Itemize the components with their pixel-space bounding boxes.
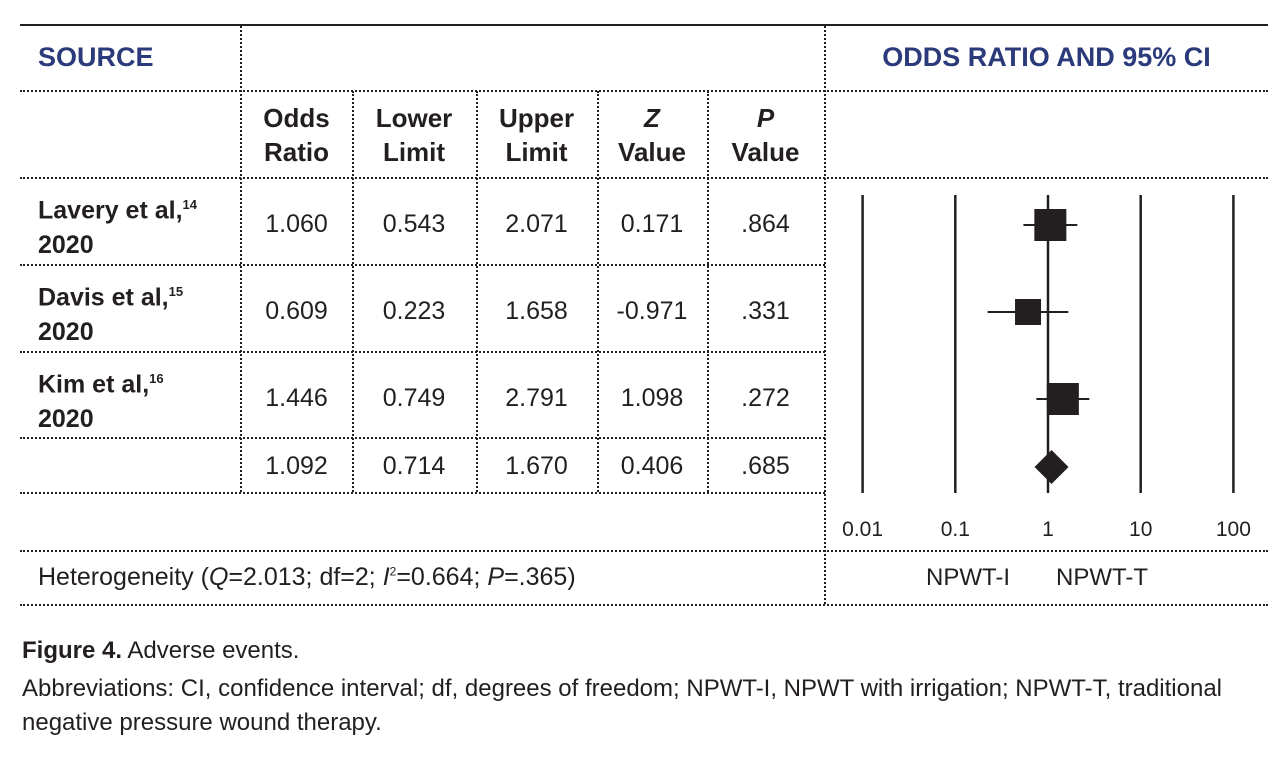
col-divider	[597, 91, 599, 492]
study-source: Davis et al,15 2020	[38, 274, 183, 350]
study-year: 2020	[38, 231, 94, 260]
study-name: Lavery et al,	[38, 196, 183, 225]
x-tick-label: 100	[1216, 518, 1251, 541]
cell-z: 1.098	[620, 384, 684, 412]
study-reference: 16	[149, 371, 164, 386]
column-header-line1: Z	[644, 103, 660, 133]
favours-left-label: NPWT-I	[926, 564, 1010, 591]
cell-upper: 1.658	[505, 297, 568, 325]
study-reference: 15	[168, 284, 184, 299]
cell-z: 0.171	[620, 210, 684, 238]
source-header: SOURCE	[38, 42, 154, 72]
top-rule	[20, 24, 1268, 26]
column-header: Lower Limit	[352, 101, 476, 169]
cell-z: 0.406	[620, 452, 684, 480]
study-source: Kim et al,16 2020	[38, 361, 164, 437]
row-divider	[20, 177, 1268, 179]
study-reference: 14	[182, 197, 197, 212]
cell-or: 1.092	[265, 452, 328, 480]
study-source: Lavery et al,14 2020	[38, 187, 197, 263]
column-header: Upper Limit	[476, 101, 597, 169]
cell-or: 0.609	[265, 297, 328, 325]
cell-lower: 0.543	[382, 210, 446, 238]
column-header-line1: Odds	[263, 103, 330, 133]
row-divider	[20, 604, 1268, 606]
effect-marker	[1046, 383, 1079, 415]
column-header-line1: P	[756, 103, 775, 133]
col-divider	[352, 91, 354, 492]
column-header-line2: Limit	[505, 137, 568, 167]
cell-or: 1.060	[265, 210, 328, 238]
cell-lower: 0.223	[382, 297, 446, 325]
study-year: 2020	[38, 405, 94, 434]
col-divider	[824, 26, 826, 604]
column-header-line2: Limit	[382, 137, 446, 167]
plot-title: ODDS RATIO AND 95% CI	[882, 42, 1211, 72]
study-name: Davis et al,	[38, 283, 169, 312]
cell-p: .864	[741, 210, 790, 238]
row-divider	[20, 492, 825, 494]
col-divider	[476, 91, 478, 492]
favours-right-label: NPWT-T	[1056, 564, 1148, 591]
cell-p: .272	[741, 384, 790, 412]
column-header-line2: Value	[618, 137, 686, 167]
column-header-line1: Upper	[498, 103, 575, 133]
cell-upper: 2.791	[505, 384, 568, 412]
study-year: 2020	[38, 318, 94, 347]
study-name: Kim et al,	[38, 370, 150, 399]
column-header: Odds Ratio	[241, 101, 352, 169]
column-header-line1: Lower	[375, 103, 453, 133]
heterogeneity-text: Heterogeneity (Q=2.013; df=2; I2=0.664; …	[38, 563, 576, 591]
row-divider	[20, 264, 825, 266]
cell-or: 1.446	[265, 384, 328, 412]
figure-caption: Figure 4. Adverse events.	[22, 637, 300, 664]
cell-upper: 2.071	[505, 210, 568, 238]
column-header: P Value	[707, 101, 824, 169]
column-header-line2: Value	[731, 137, 800, 167]
pooled-diamond	[1034, 450, 1069, 484]
column-header: Z Value	[597, 101, 707, 169]
row-divider	[20, 437, 825, 439]
row-divider	[20, 90, 1268, 92]
x-tick-label: 0.1	[941, 518, 970, 541]
cell-lower: 0.749	[382, 384, 446, 412]
effect-marker	[1015, 299, 1042, 325]
cell-p: .331	[741, 297, 790, 325]
x-tick-label: 1	[1042, 518, 1054, 541]
figure-abbreviations: Abbreviations: CI, confidence interval; …	[22, 675, 1223, 736]
cell-lower: 0.714	[382, 452, 446, 480]
x-tick-label: 0.01	[842, 518, 883, 541]
x-tick-label: 10	[1129, 518, 1152, 541]
col-divider	[707, 91, 709, 492]
cell-p: .685	[741, 452, 790, 480]
column-header-line2: Ratio	[264, 137, 329, 167]
col-divider	[240, 26, 242, 492]
row-divider	[20, 351, 825, 353]
cell-z: -0.971	[616, 297, 688, 325]
effect-marker	[1034, 209, 1067, 241]
row-divider	[20, 550, 1268, 552]
cell-upper: 1.670	[505, 452, 568, 480]
forest-plot: 0.01 0.1 1 10 100	[842, 195, 1251, 541]
